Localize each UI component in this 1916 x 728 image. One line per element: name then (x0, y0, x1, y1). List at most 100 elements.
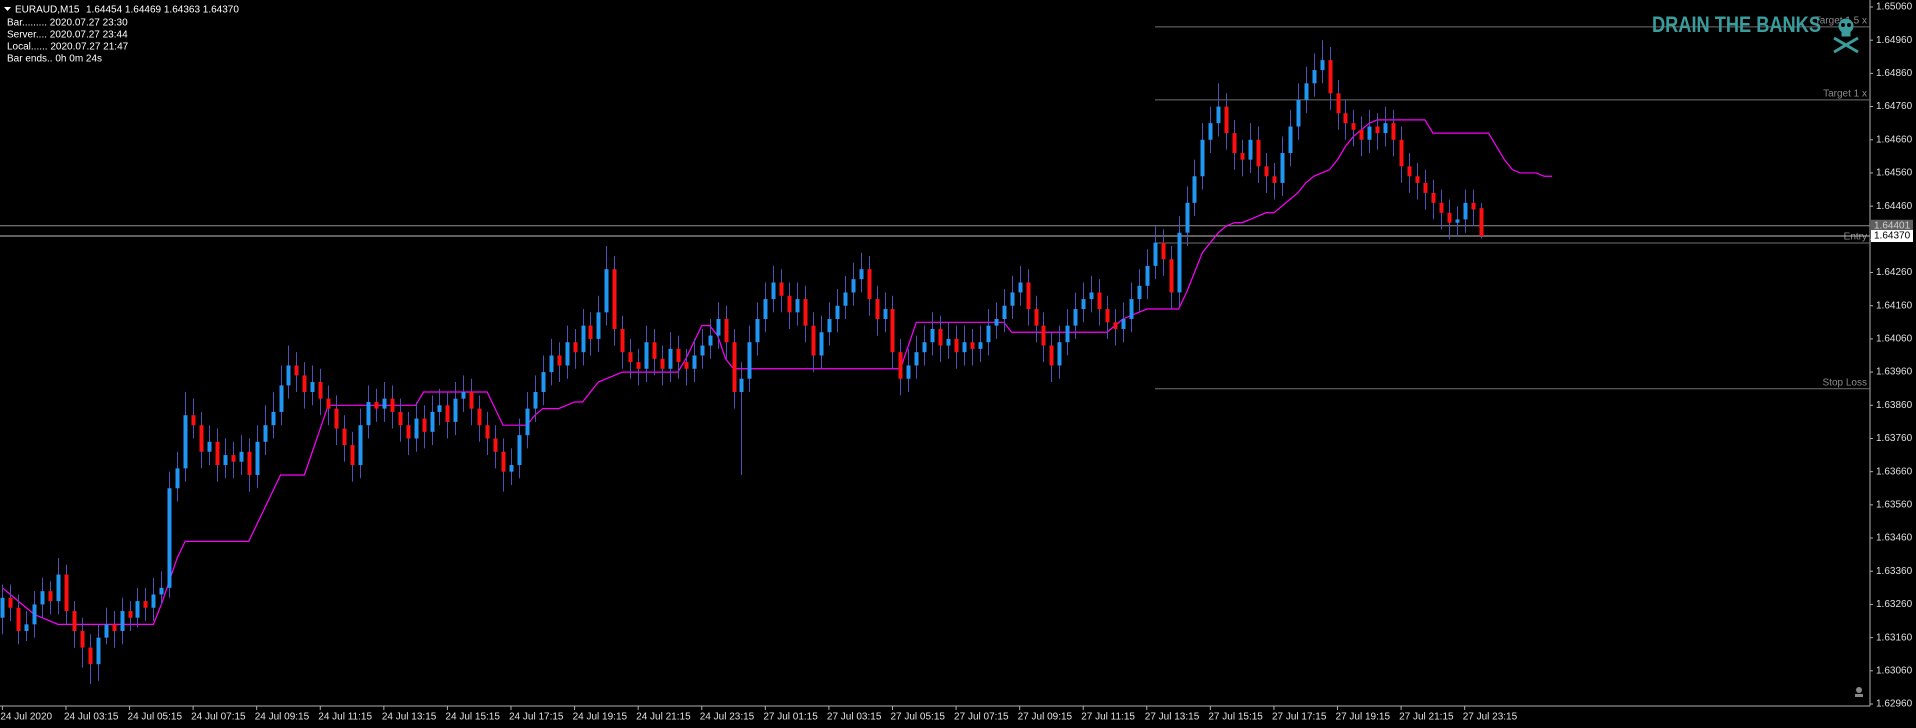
candle-body (437, 405, 442, 412)
x-tick-label: 24 Jul 11:15 (318, 712, 372, 723)
candle-body (135, 601, 140, 618)
candle-body (1431, 192, 1436, 203)
info-line: Server.... 2020.07.27 23:44 (7, 30, 128, 41)
candle-body (660, 358, 665, 369)
candle-body (898, 352, 903, 379)
x-tick-label: 27 Jul 15:15 (1208, 712, 1263, 723)
candle-body (1439, 202, 1444, 213)
candle-body (366, 401, 371, 426)
candle-body (541, 372, 546, 393)
candle-body (342, 428, 347, 446)
candle-body (668, 348, 673, 369)
y-tick-label: 1.64860 (1876, 68, 1913, 79)
candle-body (1065, 325, 1070, 343)
candle-body (811, 325, 816, 356)
candle-body (1113, 322, 1118, 329)
candle-body (1343, 113, 1348, 124)
candle-body (215, 441, 220, 466)
candle-body (167, 488, 172, 588)
candle-body (922, 342, 927, 353)
y-tick-label: 1.63960 (1876, 367, 1913, 378)
candle-body (430, 411, 435, 432)
candle-body (533, 392, 538, 409)
menu-arrow[interactable] (4, 7, 11, 11)
candle-body (859, 269, 864, 280)
candle-body (795, 299, 800, 313)
candle-body (771, 282, 776, 300)
candle-body (1471, 202, 1476, 210)
candle-body (382, 398, 387, 409)
candle-body (978, 342, 983, 349)
candle-body (890, 309, 895, 353)
x-tick-label: 27 Jul 23:15 (1463, 712, 1518, 723)
candle-body (445, 405, 450, 422)
candle-body (1034, 309, 1039, 326)
candle-body (1089, 292, 1094, 300)
candle-body (612, 269, 617, 329)
candle-body (1145, 265, 1150, 286)
y-tick-label: 1.64260 (1876, 267, 1913, 278)
candle-body (1383, 123, 1388, 134)
watermark: DRAIN THE BANKS (1652, 12, 1821, 37)
candle-body (724, 318, 729, 343)
candle-body (652, 342, 657, 359)
candle-body (779, 282, 784, 296)
candle-body (1216, 106, 1221, 124)
candle-body (1367, 126, 1372, 140)
y-tick-label: 1.63760 (1876, 433, 1913, 444)
candle-body (48, 591, 53, 602)
candle-body (1192, 176, 1197, 203)
candle-body (1336, 93, 1341, 114)
candle-body (1328, 60, 1333, 94)
x-tick-label: 24 Jul 07:15 (191, 712, 246, 723)
candle-body (986, 325, 991, 343)
candle-body (191, 415, 196, 426)
candle-body (326, 398, 331, 409)
candle-body (271, 411, 276, 426)
candle-body (1375, 126, 1380, 134)
candle-body (16, 607, 21, 631)
x-tick-label: 24 Jul 2020 (0, 712, 52, 723)
candle-body (1463, 202, 1468, 220)
level-label: Target 1 x (1823, 89, 1867, 100)
x-tick-label: 27 Jul 07:15 (954, 712, 1009, 723)
candle-body (414, 418, 419, 439)
candle-body (747, 342, 752, 379)
candle-body (1026, 282, 1031, 310)
candle-body (318, 382, 323, 399)
skull-eye (1841, 23, 1845, 27)
candle-body (1224, 106, 1229, 134)
candle-body (1137, 285, 1142, 300)
candle-body (684, 362, 689, 369)
candle-body (469, 392, 474, 409)
y-tick-label: 1.63060 (1876, 665, 1913, 676)
candle-body (1479, 208, 1484, 237)
candle-body (1288, 126, 1293, 154)
candle-body (827, 318, 832, 333)
y-tick-label: 1.63160 (1876, 632, 1913, 643)
candle-body (350, 445, 355, 466)
candle-body (279, 385, 284, 412)
candle-body (207, 441, 212, 452)
candle-body (1359, 129, 1364, 140)
candle-body (843, 292, 848, 306)
x-tick-label: 24 Jul 23:15 (700, 712, 755, 723)
candle-body (1185, 202, 1190, 233)
candle-body (1073, 309, 1078, 326)
candle-body (1121, 318, 1126, 329)
candle-body (1200, 139, 1205, 177)
candle-body (1280, 153, 1285, 183)
candle-body (239, 451, 244, 462)
y-tick-label: 1.64660 (1876, 134, 1913, 145)
candle-body (970, 342, 975, 349)
candle-body (644, 342, 649, 369)
x-tick-label: 27 Jul 13:15 (1145, 712, 1200, 723)
candle-body (803, 299, 808, 326)
candle-body (1272, 176, 1277, 183)
candle-body (1407, 166, 1412, 177)
candle-body (493, 438, 498, 452)
price-box (1871, 230, 1913, 243)
candle-body (1057, 342, 1062, 366)
x-tick-label: 27 Jul 05:15 (890, 712, 945, 723)
